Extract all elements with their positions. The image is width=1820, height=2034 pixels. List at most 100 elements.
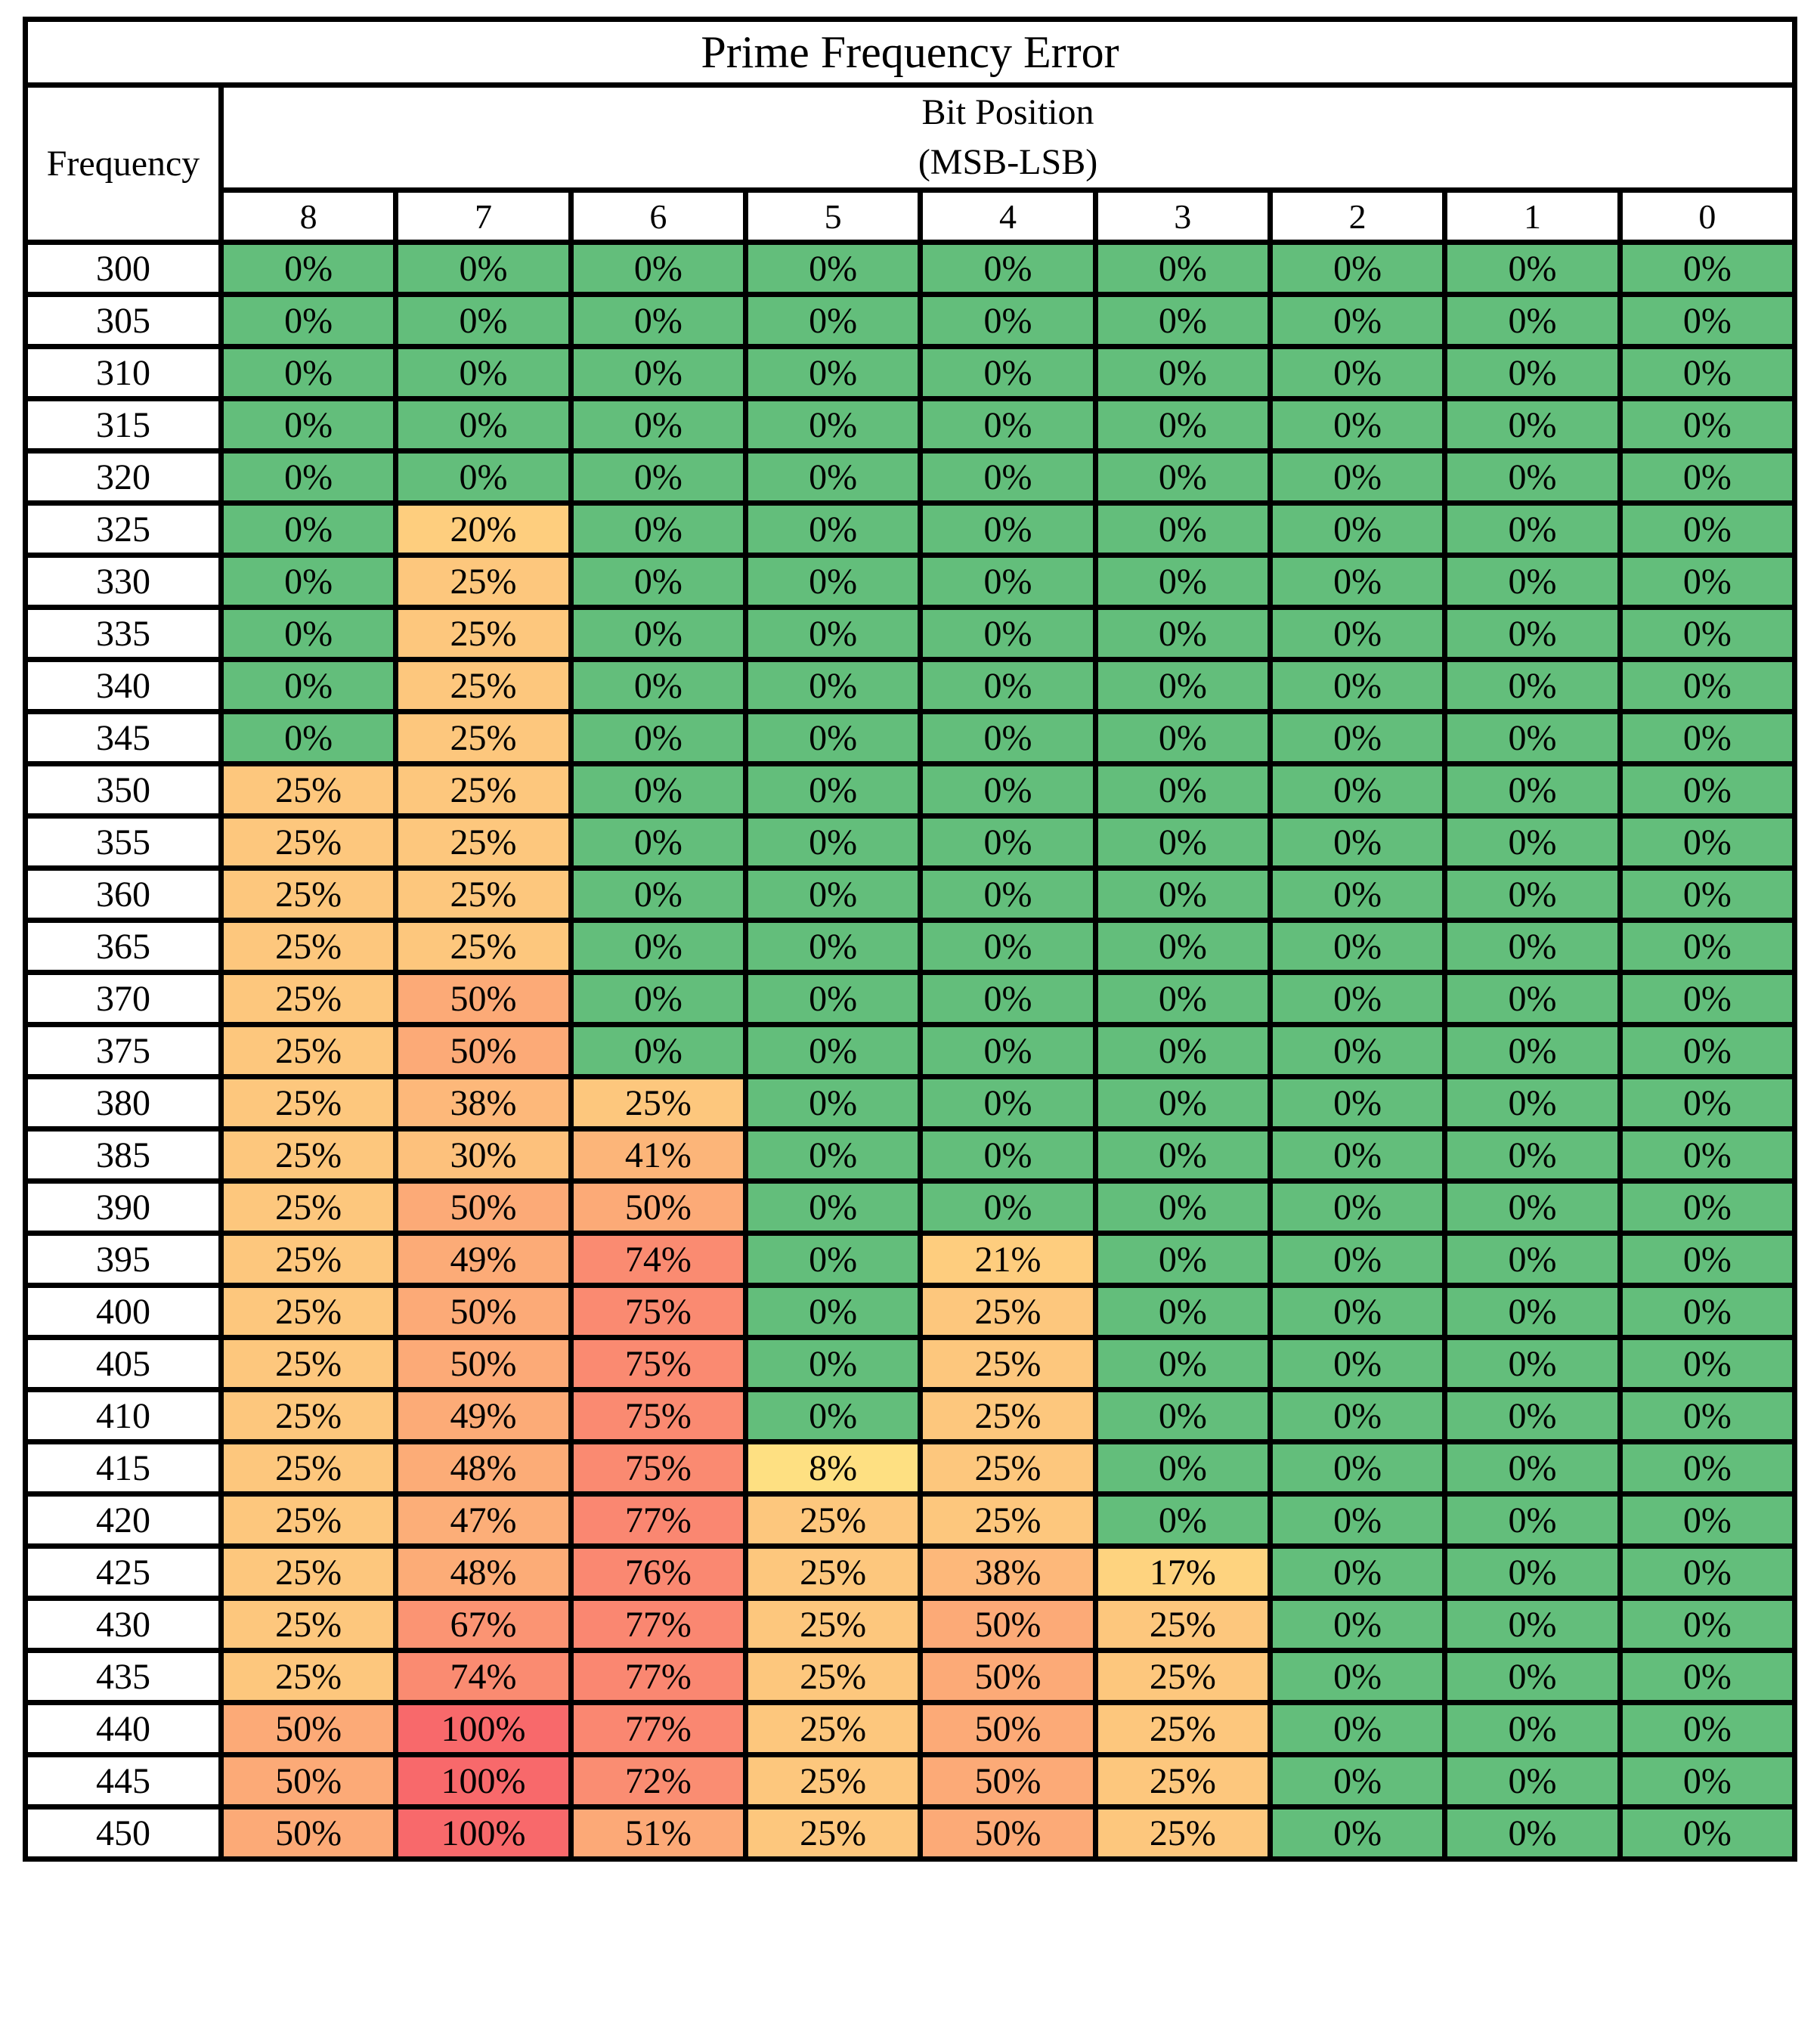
heatmap-cell: 0% xyxy=(1617,709,1798,766)
table-row: 400 25% 50% 75% 0% 25% 0% 0% 0% 0% xyxy=(23,1283,1798,1340)
table-row: 405 25% 50% 75% 0% 25% 0% 0% 0% 0% xyxy=(23,1335,1798,1392)
heatmap-cell: 0% xyxy=(1267,1022,1448,1079)
heatmap-cell: 0% xyxy=(1092,709,1273,766)
heatmap-cell: 0% xyxy=(1092,344,1273,401)
heatmap-cell: 0% xyxy=(1617,1439,1798,1497)
heatmap-cell: 0% xyxy=(742,1335,924,1392)
heatmap-cell: 0% xyxy=(218,605,399,662)
heatmap-cell: 0% xyxy=(742,240,924,297)
heatmap-cell: 0% xyxy=(1617,865,1798,923)
heatmap-cell: 25% xyxy=(918,1283,1098,1340)
heatmap-cell: 0% xyxy=(1442,344,1623,401)
heatmap-cell: 0% xyxy=(1267,1335,1448,1392)
heatmap-cell: 25% xyxy=(218,1231,399,1288)
bit-column-header: 3 xyxy=(1092,187,1273,245)
heatmap-cell: 50% xyxy=(218,1752,399,1810)
table-row: 325 0% 20% 0% 0% 0% 0% 0% 0% 0% xyxy=(23,500,1798,558)
table-row: 390 25% 50% 50% 0% 0% 0% 0% 0% 0% xyxy=(23,1178,1798,1236)
heatmap-cell: 25% xyxy=(218,1491,399,1549)
frequency-label: 320 xyxy=(23,448,224,506)
heatmap-cell: 38% xyxy=(393,1074,574,1132)
heatmap-cell: 0% xyxy=(1092,396,1273,454)
table-row: 345 0% 25% 0% 0% 0% 0% 0% 0% 0% xyxy=(23,709,1798,766)
heatmap-cell: 0% xyxy=(1442,292,1623,349)
heatmap-cell: 0% xyxy=(1617,1700,1798,1757)
heatmap-cell: 25% xyxy=(568,1074,748,1132)
heatmap-cell: 0% xyxy=(1267,1231,1448,1288)
frequency-label: 335 xyxy=(23,605,224,662)
heatmap-cell: 25% xyxy=(218,1022,399,1079)
heatmap-cell: 25% xyxy=(218,1543,399,1601)
heatmap-cell: 0% xyxy=(1092,813,1273,871)
heatmap-cell: 0% xyxy=(918,448,1098,506)
heatmap-cell: 0% xyxy=(1267,970,1448,1027)
heatmap-cell: 25% xyxy=(393,553,574,610)
heatmap-cell: 0% xyxy=(1442,1543,1623,1601)
heatmap-cell: 0% xyxy=(742,1178,924,1236)
heatmap-cell: 0% xyxy=(1617,1335,1798,1392)
heatmap-cell: 75% xyxy=(568,1283,748,1340)
frequency-label: 410 xyxy=(23,1387,224,1444)
table-row: 360 25% 25% 0% 0% 0% 0% 0% 0% 0% xyxy=(23,865,1798,923)
heatmap-cell: 0% xyxy=(1442,1022,1623,1079)
bit-position-header-line2: (MSB-LSB) xyxy=(918,142,1098,182)
heatmap-cell: 0% xyxy=(1442,709,1623,766)
heatmap-cell: 0% xyxy=(568,918,748,975)
heatmap-cell: 0% xyxy=(1267,1648,1448,1705)
heatmap-cell: 25% xyxy=(742,1596,924,1653)
heatmap-cell: 0% xyxy=(1442,1387,1623,1444)
heatmap-cell: 49% xyxy=(393,1231,574,1288)
heatmap-cell: 0% xyxy=(918,344,1098,401)
frequency-row-header: Frequency xyxy=(23,82,224,245)
heatmap-cell: 25% xyxy=(742,1804,924,1862)
heatmap-cell: 0% xyxy=(1267,1178,1448,1236)
heatmap-cell: 0% xyxy=(1442,605,1623,662)
frequency-label: 365 xyxy=(23,918,224,975)
heatmap-cell: 50% xyxy=(393,970,574,1027)
heatmap-cell: 0% xyxy=(1617,970,1798,1027)
heatmap-cell: 0% xyxy=(1267,240,1448,297)
frequency-label: 300 xyxy=(23,240,224,297)
heatmap-cell: 0% xyxy=(1442,448,1623,506)
heatmap-cell: 72% xyxy=(568,1752,748,1810)
heatmap-cell: 0% xyxy=(1267,1387,1448,1444)
heatmap-cell: 0% xyxy=(1442,1283,1623,1340)
heatmap-cell: 75% xyxy=(568,1439,748,1497)
heatmap-cell: 25% xyxy=(742,1700,924,1757)
heatmap-cell: 0% xyxy=(1267,1126,1448,1184)
frequency-label: 385 xyxy=(23,1126,224,1184)
heatmap-cell: 0% xyxy=(1617,1178,1798,1236)
heatmap-cell: 25% xyxy=(218,761,399,819)
heatmap-cell: 0% xyxy=(1267,813,1448,871)
heatmap-cell: 0% xyxy=(742,500,924,558)
table-row: 340 0% 25% 0% 0% 0% 0% 0% 0% 0% xyxy=(23,657,1798,714)
table-row: 315 0% 0% 0% 0% 0% 0% 0% 0% 0% xyxy=(23,396,1798,454)
heatmap-cell: 25% xyxy=(393,709,574,766)
table-row: 375 25% 50% 0% 0% 0% 0% 0% 0% 0% xyxy=(23,1022,1798,1079)
heatmap-cell: 100% xyxy=(393,1804,574,1862)
heatmap-cell: 50% xyxy=(393,1283,574,1340)
frequency-label: 405 xyxy=(23,1335,224,1392)
heatmap-cell: 0% xyxy=(568,448,748,506)
heatmap-cell: 0% xyxy=(918,761,1098,819)
heatmap-cell: 0% xyxy=(742,1074,924,1132)
heatmap-cell: 0% xyxy=(568,396,748,454)
heatmap-cell: 0% xyxy=(1267,396,1448,454)
heatmap-cell: 0% xyxy=(1617,240,1798,297)
heatmap-cell: 0% xyxy=(1267,918,1448,975)
heatmap-cell: 50% xyxy=(218,1804,399,1862)
bit-column-header: 2 xyxy=(1267,187,1448,245)
heatmap-cell: 75% xyxy=(568,1387,748,1444)
heatmap-cell: 0% xyxy=(1617,1804,1798,1862)
heatmap-cell: 8% xyxy=(742,1439,924,1497)
heatmap-cell: 0% xyxy=(1267,553,1448,610)
heatmap-cell: 0% xyxy=(1267,292,1448,349)
heatmap-cell: 50% xyxy=(918,1700,1098,1757)
heatmap-cell: 0% xyxy=(1442,1074,1623,1132)
heatmap-cell: 0% xyxy=(1092,657,1273,714)
heatmap-cell: 0% xyxy=(1442,1231,1623,1288)
frequency-label: 435 xyxy=(23,1648,224,1705)
heatmap-cell: 0% xyxy=(918,1126,1098,1184)
heatmap-cell: 0% xyxy=(1092,448,1273,506)
frequency-label: 445 xyxy=(23,1752,224,1810)
